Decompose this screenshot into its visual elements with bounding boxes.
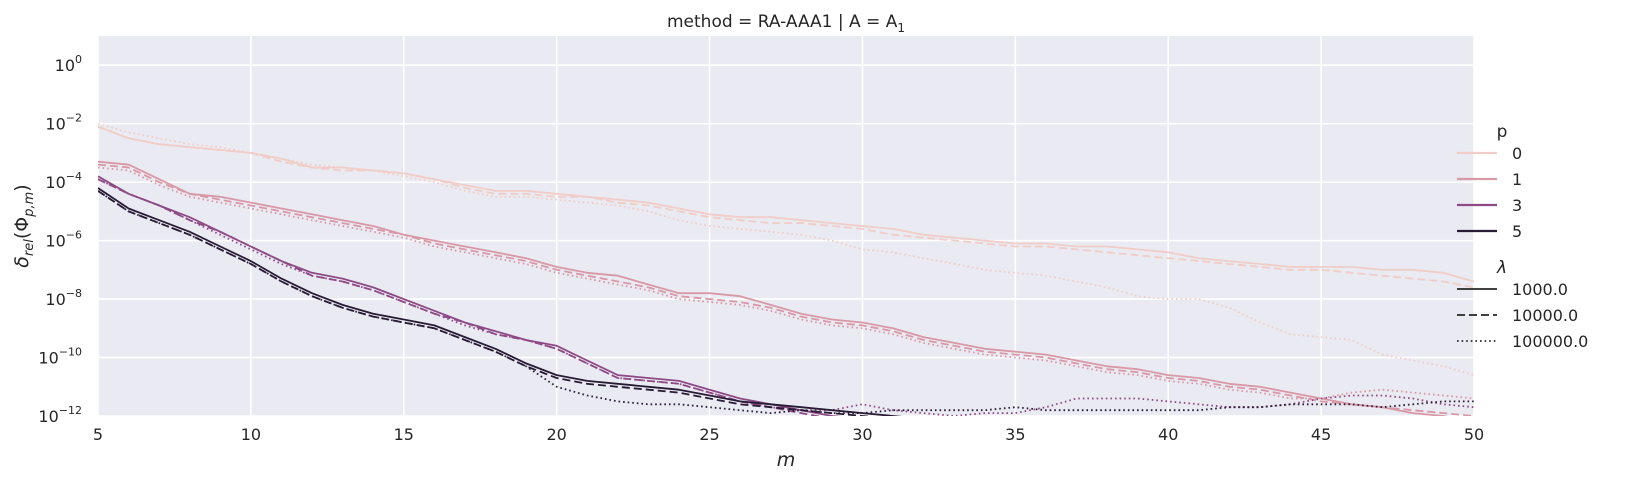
y-tick-label: 10−4 — [45, 170, 82, 192]
series-line-p3-lambda-1000_0 — [98, 175, 842, 416]
series-line-p1-lambda-10000_0 — [98, 163, 1474, 416]
legend-hue-label: 1 — [1512, 170, 1522, 189]
series-line-p0-lambda-10000_0 — [98, 125, 1474, 289]
x-tick-label: 20 — [546, 425, 566, 444]
legend-hue-label: 5 — [1512, 222, 1522, 241]
x-tick-label: 10 — [241, 425, 261, 444]
y-tick-label: 10−2 — [45, 112, 82, 134]
series-line-p1-lambda-1000_0 — [98, 160, 1449, 416]
legend-hue-label: 0 — [1512, 144, 1522, 163]
legend-style-label: 100000.0 — [1512, 332, 1588, 351]
y-tick-label: 10−12 — [38, 404, 82, 426]
x-tick-label: 50 — [1464, 425, 1484, 444]
y-tick-label: 10−10 — [38, 346, 82, 368]
legend-style-title: λ — [1496, 258, 1507, 278]
legend-hue-title: p — [1497, 122, 1508, 142]
legend-hue-items: 0 1 3 5 — [1457, 144, 1522, 241]
y-tick-label: 10−6 — [45, 229, 82, 251]
series-line-p3-lambda-100000_0 — [98, 178, 1474, 416]
y-axis-label: δrel(Φp,m) — [11, 184, 37, 267]
series-layer — [98, 122, 1474, 416]
series-line-p5-lambda-10000_0 — [98, 190, 872, 416]
series-line-p0-lambda-1000_0 — [98, 125, 1474, 283]
x-tick-label: 40 — [1158, 425, 1178, 444]
x-tick-label: 45 — [1311, 425, 1331, 444]
x-tick-label: 30 — [852, 425, 872, 444]
legend-style-label: 10000.0 — [1512, 306, 1578, 325]
y-tick-labels: 100 10−2 10−4 10−6 10−8 10−10 10−12 — [38, 53, 82, 426]
legend-hue-label: 3 — [1512, 196, 1522, 215]
x-tick-labels: 5 10 15 20 25 30 35 40 45 50 — [93, 425, 1484, 444]
x-tick-label: 35 — [1005, 425, 1025, 444]
y-tick-label: 100 — [55, 53, 82, 75]
y-tick-label: 10−8 — [45, 287, 82, 309]
legend: p 0 1 3 5 λ 1000.0 10000.0 100000.0 — [1457, 122, 1588, 351]
x-tick-label: 5 — [93, 425, 103, 444]
series-line-p5-lambda-1000_0 — [98, 187, 903, 416]
x-tick-label: 15 — [394, 425, 414, 444]
x-tick-label: 25 — [699, 425, 719, 444]
legend-style-items: 1000.0 10000.0 100000.0 — [1457, 280, 1588, 351]
x-axis-label: m — [777, 449, 796, 471]
legend-style-label: 1000.0 — [1512, 280, 1568, 299]
plot-background — [98, 36, 1474, 416]
grid-layer — [97, 36, 1475, 417]
chart-title: method = RA-AAA1 | A = A1 — [667, 12, 905, 35]
